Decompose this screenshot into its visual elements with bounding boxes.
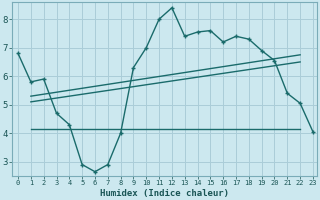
X-axis label: Humidex (Indice chaleur): Humidex (Indice chaleur) — [100, 189, 229, 198]
